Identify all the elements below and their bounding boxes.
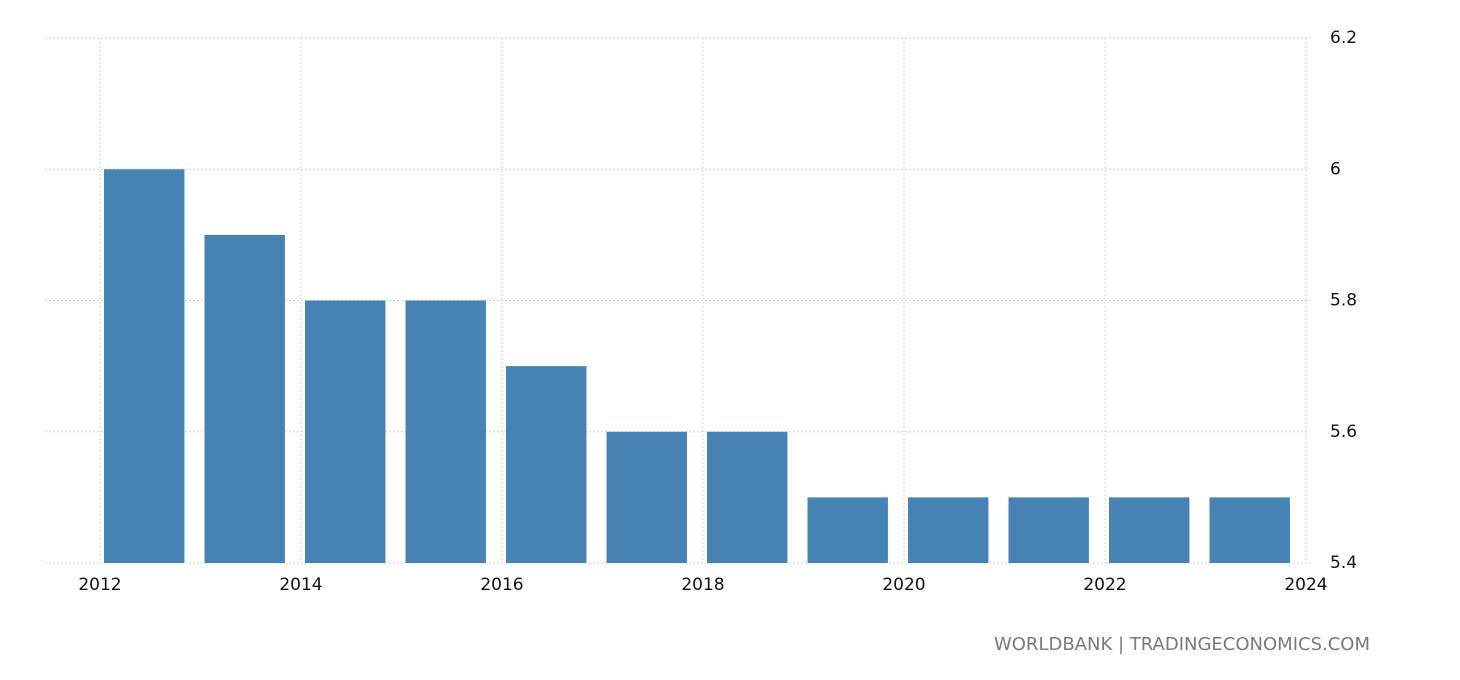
x-tick-label: 2022 (1083, 575, 1126, 595)
bar (204, 234, 285, 563)
y-tick-label: 6 (1330, 159, 1341, 179)
bar (405, 300, 486, 563)
bar (104, 169, 185, 563)
y-tick-label: 5.6 (1330, 422, 1357, 442)
bar (506, 366, 587, 563)
y-tick-label: 5.8 (1330, 291, 1357, 311)
bar (807, 497, 888, 563)
bar (606, 431, 687, 563)
bar (1008, 497, 1089, 563)
bar (305, 300, 386, 563)
bar (1109, 497, 1190, 563)
y-tick-label: 5.4 (1330, 553, 1357, 573)
x-tick-label: 2014 (279, 575, 322, 595)
bar (1209, 497, 1290, 563)
x-tick-label: 2012 (78, 575, 121, 595)
x-tick-label: 2016 (480, 575, 523, 595)
bar (707, 431, 788, 563)
x-tick-label: 2018 (681, 575, 724, 595)
y-tick-label: 6.2 (1330, 28, 1357, 48)
x-tick-label: 2024 (1284, 575, 1327, 595)
source: WORLDBANK | TRADINGECONOMICS.COM (994, 634, 1370, 655)
x-tick-label: 2020 (882, 575, 925, 595)
bar (908, 497, 989, 563)
